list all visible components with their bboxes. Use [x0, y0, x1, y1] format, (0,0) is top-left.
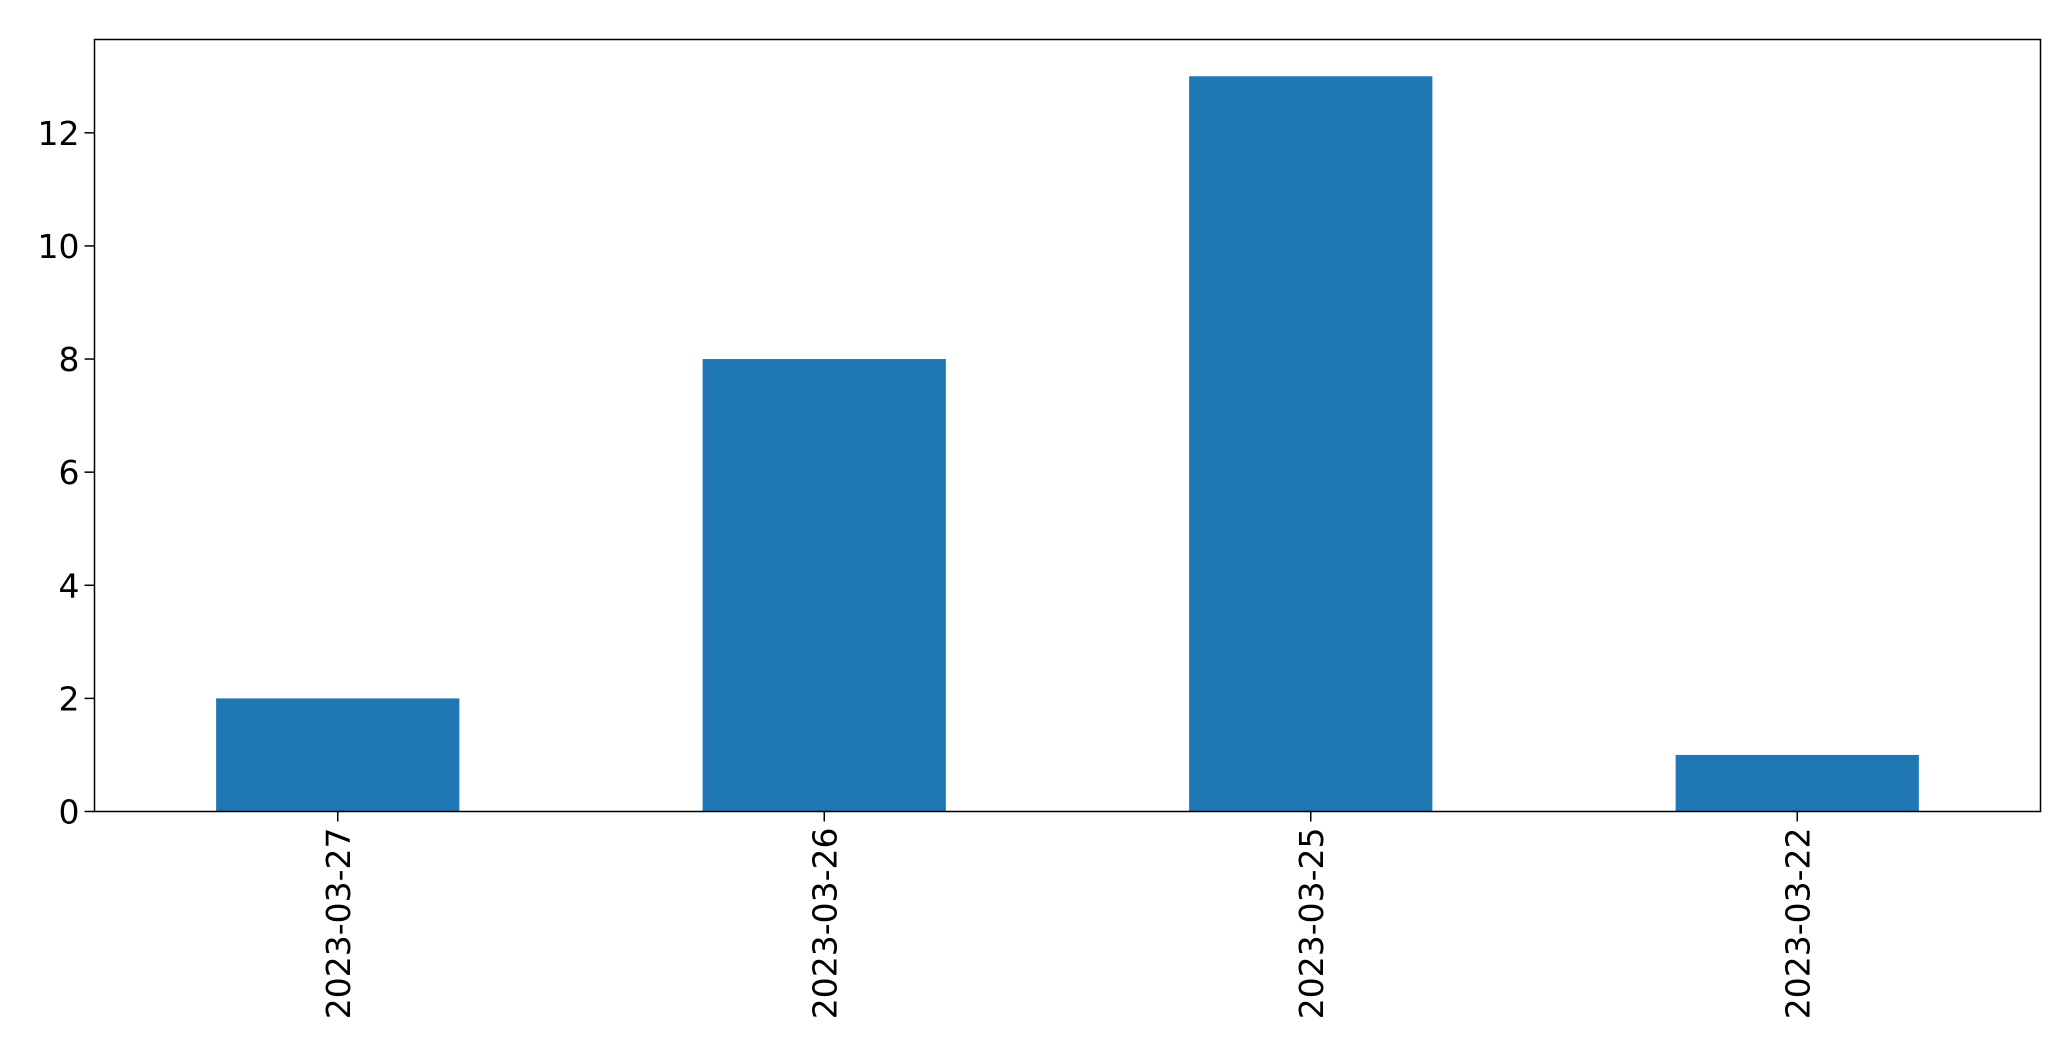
bars-group — [216, 76, 1919, 812]
x-tick-label: 2023-03-22 — [1778, 828, 1817, 1020]
y-tick-label: 10 — [38, 227, 80, 266]
y-tick-label: 6 — [59, 453, 80, 492]
x-tick-label: 2023-03-25 — [1292, 828, 1331, 1020]
bar-2023-03-27 — [216, 698, 460, 812]
bar-2023-03-26 — [702, 359, 946, 812]
y-axis: 0 2 4 6 8 10 12 — [38, 114, 95, 832]
plot-frame — [93, 38, 2042, 813]
y-tick-label: 2 — [59, 679, 80, 718]
y-tick-label: 8 — [59, 340, 80, 379]
x-tick-label: 2023-03-27 — [319, 828, 358, 1020]
bar-2023-03-22 — [1675, 754, 1919, 812]
y-tick-label: 12 — [38, 114, 80, 153]
x-axis: 2023-03-27 2023-03-26 2023-03-25 2023-03-22 — [319, 811, 1817, 1020]
y-tick-label: 0 — [59, 793, 80, 832]
bar-2023-03-25 — [1189, 76, 1433, 812]
y-tick-label: 4 — [59, 566, 80, 605]
x-tick-label: 2023-03-26 — [805, 828, 844, 1020]
